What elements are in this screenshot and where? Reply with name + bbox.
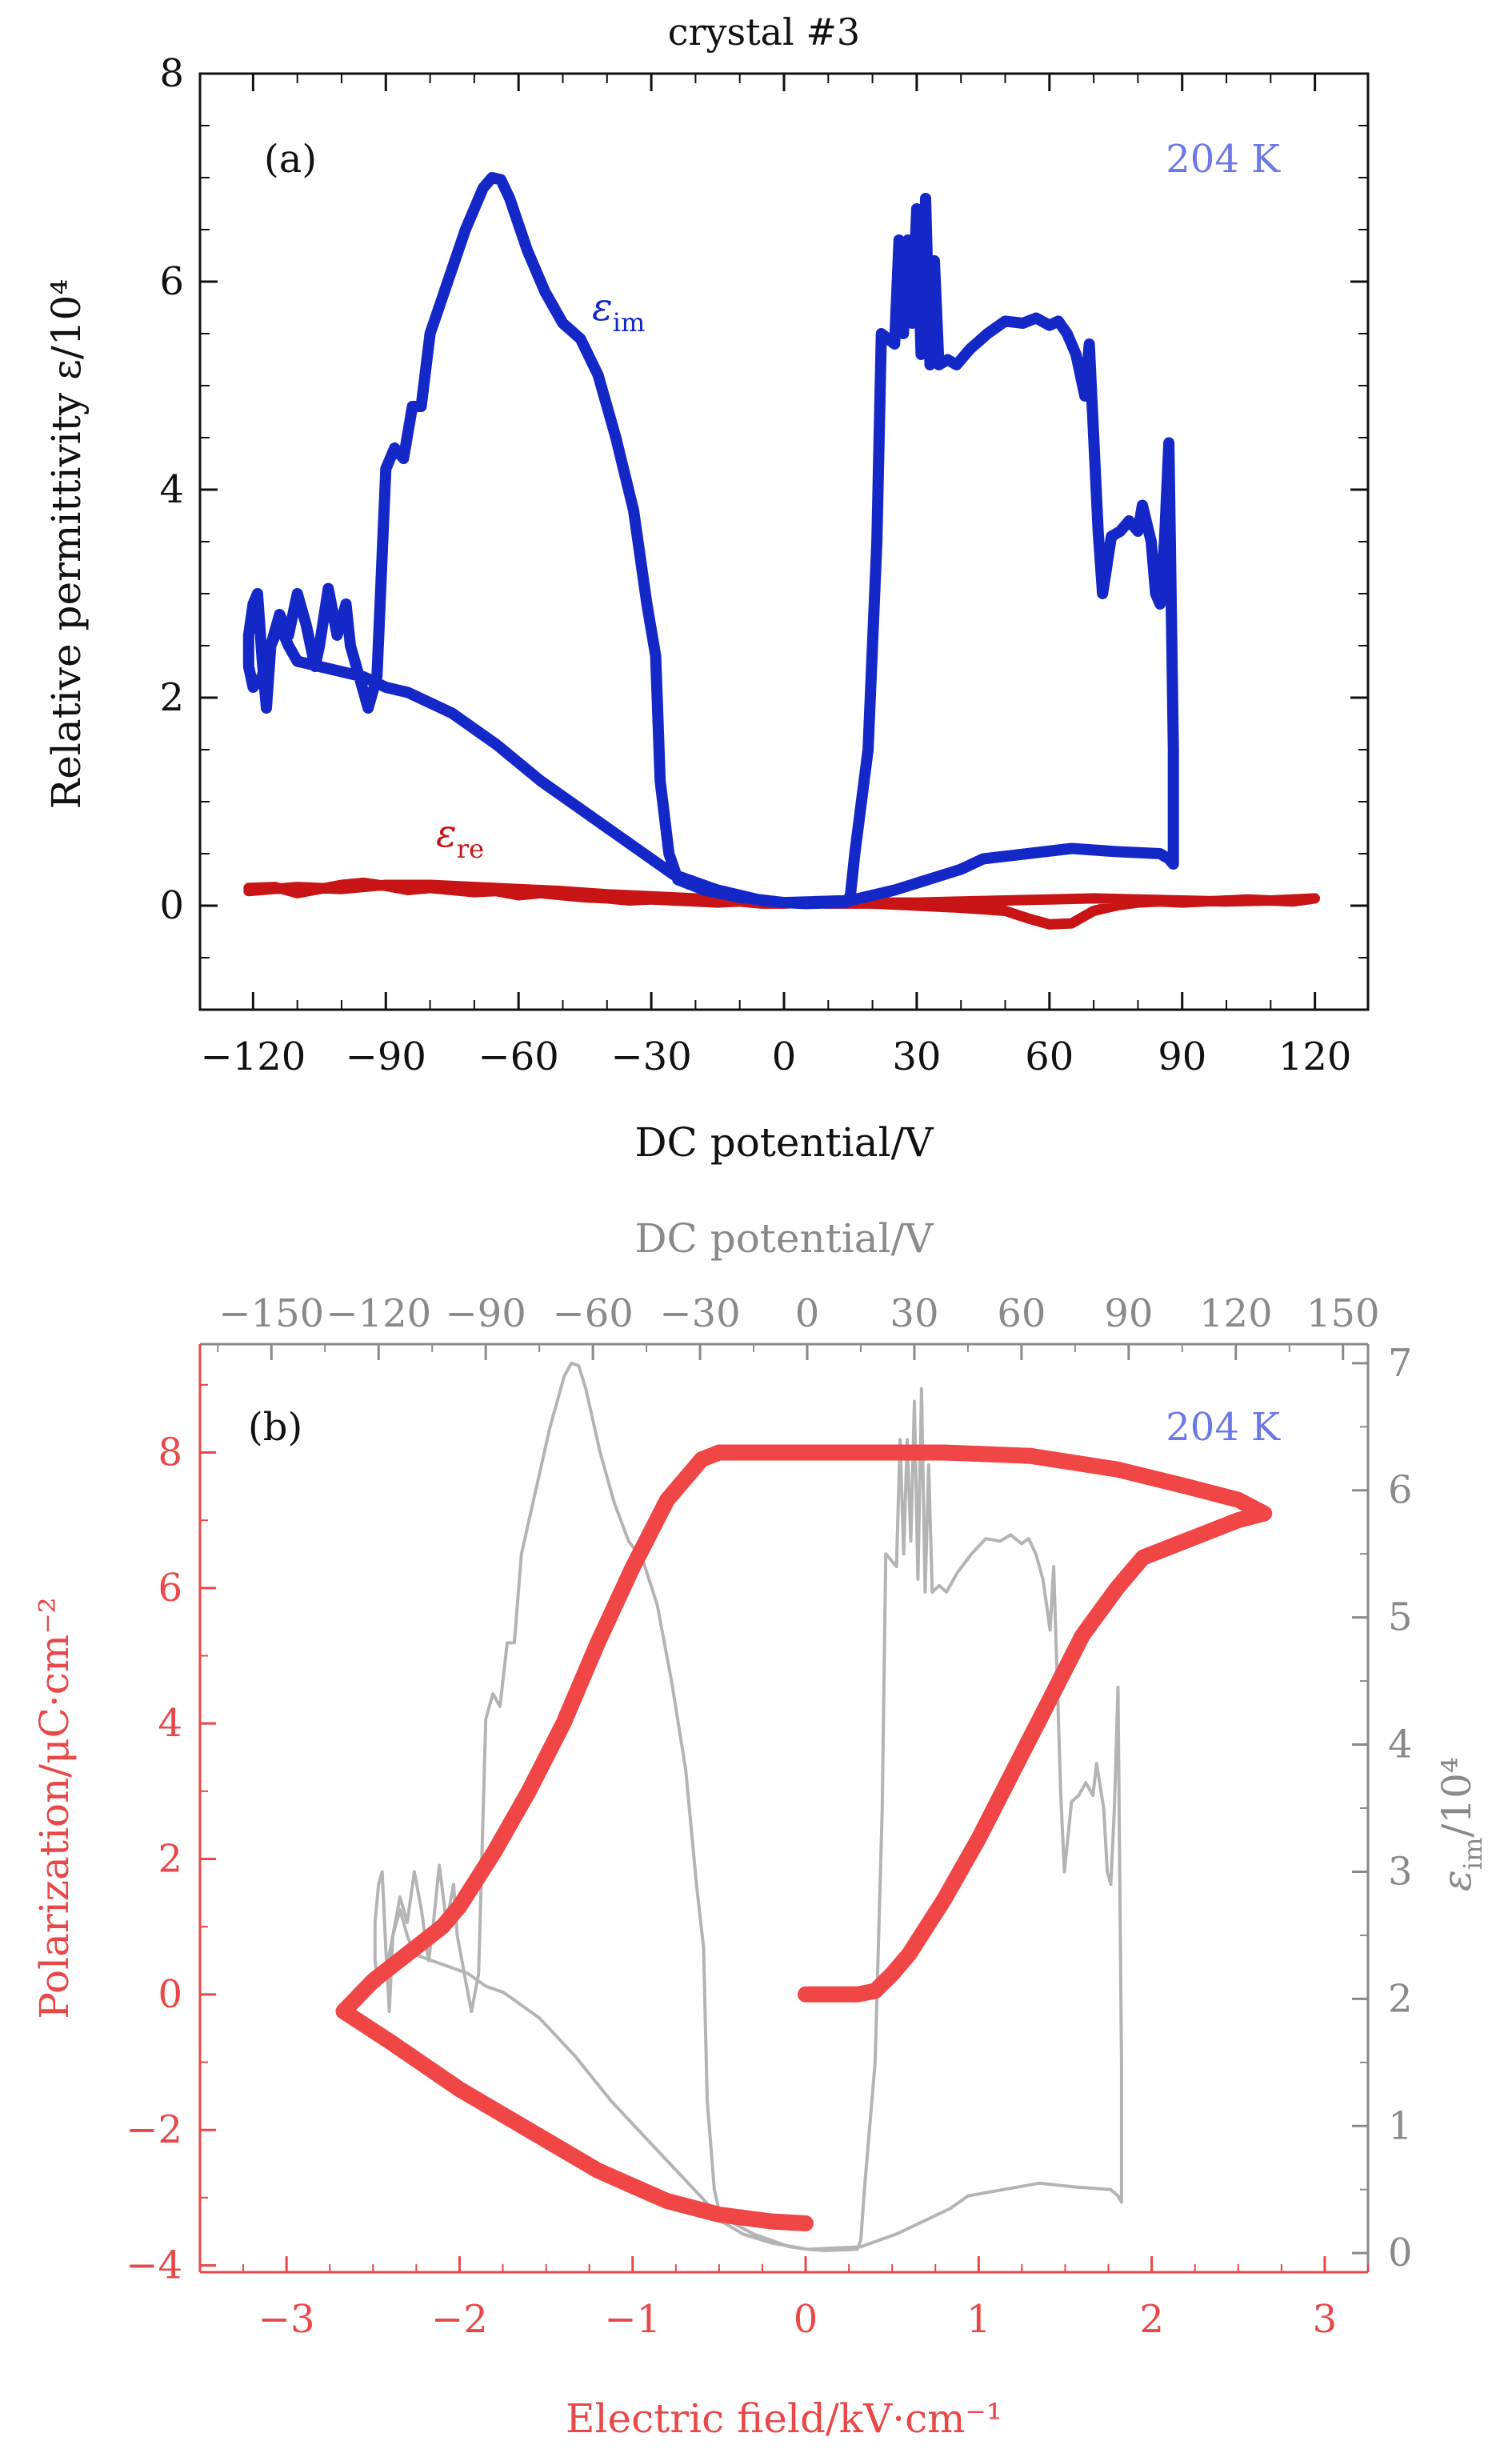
a-xtick-label: 120 [1278,1034,1352,1079]
b-top-tick-label: −60 [552,1291,633,1336]
a-xtick-label: −60 [478,1034,559,1079]
b-top-tick-label: 120 [1199,1291,1273,1336]
eps-im-label-sub: im [613,307,646,338]
b-xtick-label: −3 [258,2297,315,2342]
b-ytick-label: 8 [158,1430,182,1475]
panel-b: DC potential/V −150 −120 −90 −60 −30 0 30 60 90 1… [31,1215,1488,2442]
b-ytick-label: 4 [158,1701,182,1746]
b-top-tick-label: 30 [890,1291,938,1336]
a-xtick-label: −90 [346,1034,426,1079]
b-top-tick-label: −90 [446,1291,526,1336]
b-right-tick-label: 7 [1388,1341,1413,1386]
b-xtick-label: 0 [794,2297,818,2342]
eps-re-label-sub: re [457,834,484,864]
b-right-tick-label: 4 [1388,1723,1413,1767]
b-top-tick-label: −150 [218,1291,324,1336]
panel-a-title: crystal #3 [668,10,860,54]
b-right-tick-label: 3 [1388,1849,1413,1894]
b-ytick-label: 0 [158,1972,182,2017]
a-ytick-label: 8 [159,51,184,96]
b-xtick-label: −1 [604,2297,661,2342]
b-top-tick-label: −120 [326,1291,431,1336]
b-ytick-label: 6 [158,1566,182,1611]
right-axis-label-tail: /10⁴ [1434,1757,1480,1838]
a-xtick-label: 0 [772,1034,797,1079]
panel-b-y-tick-labels: −4 −2 0 2 4 6 8 [126,1430,182,2287]
panel-a-y-tick-labels: 0 2 4 6 8 [159,51,184,928]
b-right-tick-label: 6 [1388,1468,1413,1513]
panel-b-series [335,1361,1273,2252]
panel-a-label: (a) [264,137,317,182]
panel-a-ticks [200,72,1368,1010]
eps-re-label: εre [436,811,484,864]
eps-im-label: εim [592,285,645,338]
panel-a-plot-frame [198,72,1370,1011]
b-right-tick-label: 1 [1388,2103,1413,2148]
panel-b-temperature-label: 204 K [1166,1405,1281,1450]
b-top-tick-label: 150 [1306,1291,1380,1336]
eps-im-label-main: ε [592,285,613,330]
b-xtick-label: 3 [1313,2297,1338,2342]
eps-im-curve [242,172,1179,910]
b-top-tick-label: 90 [1104,1291,1153,1336]
a-ytick-label: 0 [159,883,184,928]
panel-a-x-axis-label: DC potential/V [634,1119,934,1166]
a-xtick-label: −120 [200,1034,306,1079]
a-ytick-label: 6 [159,259,184,304]
b-ytick-label: 2 [158,1837,182,1882]
b-top-tick-label: −30 [659,1291,740,1336]
panel-b-label: (b) [248,1405,302,1450]
polarization-curve [335,1444,1273,2231]
panel-b-y-axis-label: Polarization/μC·cm⁻² [31,1597,78,2019]
b-xtick-label: −2 [431,2297,488,2342]
right-axis-label-sub: im [1458,1838,1488,1871]
a-ytick-label: 4 [159,467,184,512]
panel-b-right-tick-labels: 0 1 2 3 4 5 6 7 [1388,1341,1413,2275]
panel-a: crystal #3 −120 −90 −60 −30 0 30 60 90 120 0 2 4 6 8… [43,10,1370,1166]
b-ytick-label: −4 [126,2243,182,2288]
panel-b-right-axis-label: εim/10⁴ [1434,1757,1488,1891]
right-axis-label-main: ε [1434,1870,1480,1891]
panel-a-temperature-label: 204 K [1166,137,1281,182]
panel-a-y-axis-label: Relative permittivity ε/10⁴ [43,279,90,810]
a-xtick-label: −30 [610,1034,691,1079]
panel-b-top-tick-labels: −150 −120 −90 −60 −30 0 30 60 90 120 150 [218,1291,1379,1336]
panel-a-x-tick-labels: −120 −90 −60 −30 0 30 60 90 120 [200,1034,1351,1079]
b-top-tick-label: 60 [997,1291,1046,1336]
b-right-tick-label: 0 [1388,2231,1413,2275]
b-xtick-label: 2 [1139,2297,1164,2342]
panel-b-top-axis-label: DC potential/V [634,1215,934,1262]
b-right-tick-label: 2 [1388,1976,1413,2021]
a-xtick-label: 30 [892,1034,941,1079]
b-top-tick-label: 0 [795,1291,820,1336]
panel-b-x-tick-labels: −3 −2 −1 0 1 2 3 [258,2297,1337,2342]
a-xtick-label: 90 [1158,1034,1206,1079]
panel-a-series [242,172,1321,930]
eps-re-label-main: ε [436,811,457,856]
a-ytick-label: 2 [159,675,184,720]
a-xtick-label: 60 [1025,1034,1074,1079]
b-ytick-label: −2 [126,2107,182,2152]
panel-b-ticks [199,1344,1369,2272]
b-right-tick-label: 5 [1388,1595,1413,1640]
eps-im-gray-curve [373,1361,1123,2252]
b-xtick-label: 1 [966,2297,991,2342]
panel-b-x-axis-label: Electric field/kV·cm⁻¹ [566,2395,1002,2442]
